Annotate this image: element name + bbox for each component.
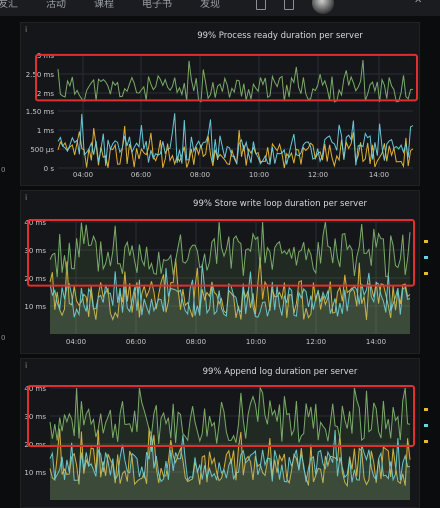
info-icon[interactable]: i xyxy=(25,361,28,370)
legend-swatch xyxy=(424,424,428,427)
legend-swatch xyxy=(424,272,428,275)
phone-icon[interactable] xyxy=(256,0,266,10)
side-tick-0: 0 xyxy=(1,166,6,174)
right-legend-strip xyxy=(422,16,440,500)
y-tick-label: 10 ms xyxy=(24,469,46,477)
panel-title: 99% Process ready duration per server xyxy=(197,31,363,41)
y-tick-label: 1.50 ms xyxy=(26,108,55,116)
nav-item-4[interactable]: 发现 xyxy=(200,0,220,10)
bookmark-icon[interactable] xyxy=(284,0,294,10)
y-tick-label: 30 ms xyxy=(24,413,46,421)
legend-swatch xyxy=(424,240,428,243)
info-icon[interactable]: i xyxy=(25,25,28,34)
x-tick-label: 12:00 xyxy=(306,338,326,346)
x-tick-label: 14:00 xyxy=(369,171,389,179)
x-tick-label: 06:00 xyxy=(126,338,146,346)
x-tick-label: 06:00 xyxy=(131,171,151,179)
left-sidebar-strip xyxy=(0,16,18,500)
nav-item-1[interactable]: 活动 xyxy=(46,0,66,10)
x-tick-label: 10:00 xyxy=(249,171,269,179)
series-line xyxy=(49,257,411,321)
top-nav-bar: 友汇 活动 课程 电子书 发现 ✕ xyxy=(0,0,440,16)
y-tick-label: 10 ms xyxy=(24,303,46,311)
legend-swatch xyxy=(424,256,428,259)
avatar[interactable] xyxy=(312,0,334,14)
series-line xyxy=(49,386,411,444)
series-line xyxy=(49,221,411,278)
y-tick-label: 500 µs xyxy=(30,146,54,154)
y-tick-label: 0 s xyxy=(44,165,55,173)
highlight-box xyxy=(35,53,418,102)
series-area-fill xyxy=(50,263,410,334)
series-line xyxy=(57,59,414,103)
y-tick-label: 3 ms xyxy=(37,52,54,60)
y-tick-label: 20 ms xyxy=(24,275,46,283)
nav-item-2[interactable]: 课程 xyxy=(94,0,114,10)
x-tick-label: 14:00 xyxy=(366,338,386,346)
highlight-box xyxy=(27,385,415,447)
info-icon[interactable]: i xyxy=(25,193,28,202)
x-tick-label: 04:00 xyxy=(73,171,93,179)
panel-title: 99% Append log duration per server xyxy=(202,367,358,377)
series-area-fill xyxy=(50,427,410,500)
panel-store-write-loop: i 99% Store write loop duration per serv… xyxy=(20,190,420,354)
x-tick-label: 10:00 xyxy=(246,338,266,346)
series-line xyxy=(49,429,411,483)
series-area-fill xyxy=(50,222,410,334)
side-tick-1: 0 xyxy=(1,334,6,342)
legend-swatch xyxy=(424,440,428,443)
y-tick-label: 30 ms xyxy=(24,247,46,255)
nav-item-0[interactable]: 友汇 xyxy=(0,0,18,10)
close-icon[interactable]: ✕ xyxy=(414,0,423,6)
series-area-fill xyxy=(50,430,410,500)
panel-title: 99% Store write loop duration per server xyxy=(193,199,367,209)
series-line xyxy=(57,113,414,166)
nav-item-3[interactable]: 电子书 xyxy=(142,0,172,10)
x-tick-label: 12:00 xyxy=(308,171,328,179)
panel-append-log: i 99% Append log duration per server xyxy=(20,358,420,508)
legend-swatch xyxy=(424,408,428,411)
y-tick-label: 2.50 ms xyxy=(26,71,55,79)
x-tick-label: 08:00 xyxy=(186,338,206,346)
y-tick-label: 40 ms xyxy=(24,219,46,227)
y-tick-label: 2 ms xyxy=(37,90,54,98)
y-tick-label: 40 ms xyxy=(24,385,46,393)
x-tick-label: 08:00 xyxy=(190,171,210,179)
highlight-box xyxy=(27,219,415,287)
y-tick-label: 1 ms xyxy=(37,127,54,135)
panel-process-ready: i 99% Process ready duration per server xyxy=(20,22,420,186)
x-tick-label: 04:00 xyxy=(66,338,86,346)
series-area-fill xyxy=(50,388,410,500)
